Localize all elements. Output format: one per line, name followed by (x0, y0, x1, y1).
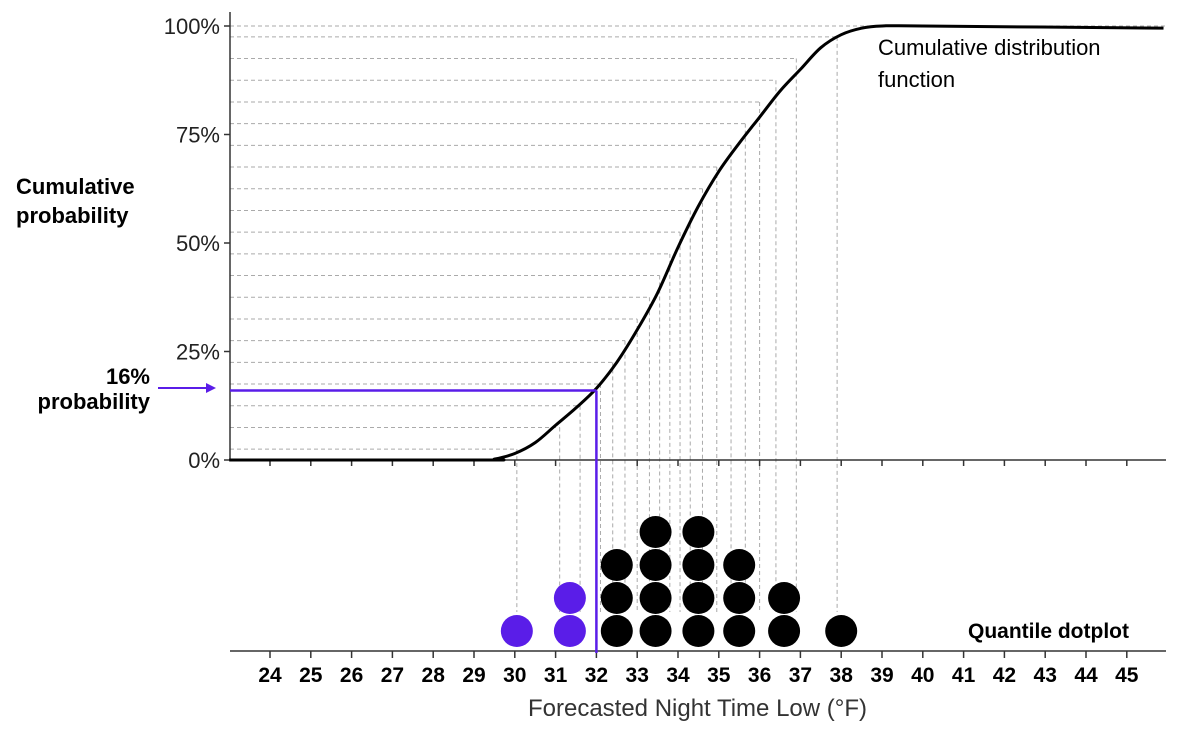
quantile-dot (768, 615, 801, 647)
x-tick-label: 40 (911, 664, 934, 687)
x-tick-label: 39 (870, 664, 893, 687)
probability-annotation-value: 16% (105, 364, 150, 389)
x-tick-label: 24 (258, 664, 282, 687)
horizontal-gridlines (230, 25, 1166, 450)
y-axis-label-line2: probability (16, 203, 129, 228)
dotplot-label: Quantile dotplot (968, 620, 1129, 643)
y-axis-ticks: 0% 25% 50% 75% 100% (164, 14, 230, 473)
y-axis-label: Cumulative probability (16, 172, 166, 230)
x-tick-label: 31 (544, 664, 568, 687)
x-tick-label: 43 (1034, 664, 1057, 687)
x-tick-label: 26 (340, 664, 363, 687)
cdf-curve-label-line1: Cumulative distribution (878, 35, 1101, 60)
quantile-dot (639, 582, 672, 614)
quantile-dot (825, 615, 858, 647)
x-tick-label: 33 (626, 664, 649, 687)
probability-annotation-label: 16% probability (12, 364, 150, 414)
annotation-arrow-head (206, 383, 216, 393)
quantile-dot (639, 549, 672, 581)
x-tick-label: 38 (830, 664, 854, 687)
x-tick-label: 41 (952, 664, 976, 687)
x-axis-label: Forecasted Night Time Low (°F) (527, 695, 868, 722)
x-tick-label: 35 (707, 664, 731, 687)
highlighted-dot (500, 615, 533, 647)
quantile-gridlines (516, 36, 838, 612)
quantile-dot (682, 516, 715, 548)
x-tick-label: 37 (789, 664, 812, 687)
quantile-dot (639, 615, 672, 647)
y-tick-label: 0% (188, 448, 220, 473)
x-tick-label: 25 (299, 664, 323, 687)
y-tick-label: 50% (176, 231, 220, 256)
x-tick-label: 30 (503, 664, 526, 687)
probability-annotation (158, 383, 598, 653)
x-tick-label: 42 (993, 664, 1016, 687)
highlighted-dot (553, 615, 586, 647)
x-tick-label: 28 (422, 664, 446, 687)
cdf-curve-label-line2: function (878, 67, 956, 92)
x-tick-label: 34 (666, 664, 690, 687)
quantile-dot (682, 582, 715, 614)
y-tick-label: 75% (176, 123, 220, 148)
x-tick-label: 29 (462, 664, 485, 687)
quantile-dots (500, 516, 858, 647)
quantile-dot (723, 582, 756, 614)
y-axis-label-line1: Cumulative (16, 174, 135, 199)
y-tick-label: 25% (176, 340, 220, 365)
quantile-dot (768, 582, 801, 614)
probability-annotation-text: probability (37, 389, 150, 414)
cdf-curve (229, 24, 1164, 462)
quantile-dot (600, 582, 633, 614)
quantile-dot (600, 549, 633, 581)
quantile-dot (723, 549, 756, 581)
cdf-curve-label: Cumulative distribution function (878, 32, 1168, 96)
quantile-dot (639, 516, 672, 548)
y-tick-label: 100% (164, 14, 220, 39)
x-tick-label: 27 (381, 664, 404, 687)
x-tick-label: 44 (1074, 664, 1098, 687)
x-tick-label: 32 (585, 664, 608, 687)
quantile-dot (723, 615, 756, 647)
x-axis-ticks: 24 25 26 27 28 29 30 31 32 33 34 35 36 37 38 39 40 41 42 43… (258, 460, 1139, 687)
quantile-dot (600, 615, 633, 647)
highlighted-dot (553, 582, 586, 614)
quantile-dot (682, 615, 715, 647)
quantile-dot (682, 549, 715, 581)
x-tick-label: 45 (1115, 664, 1139, 687)
x-tick-label: 36 (748, 664, 771, 687)
